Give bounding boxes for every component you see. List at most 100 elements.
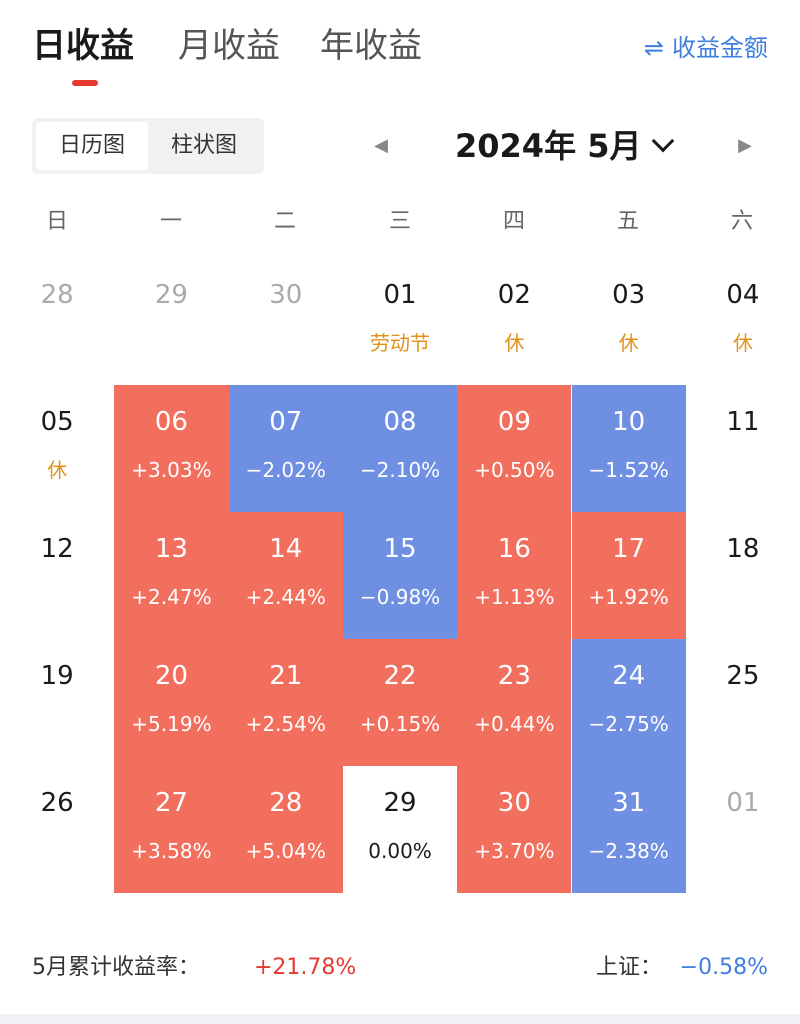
active-tab-indicator: [72, 80, 98, 86]
calendar-day-cell[interactable]: 10 −1.52%: [571, 385, 686, 512]
calendar-day-cell[interactable]: 09 +0.50%: [457, 385, 572, 512]
day-number: 21: [269, 661, 303, 691]
daily-return: −2.38%: [588, 839, 669, 863]
calendar-day-cell[interactable]: 06 +3.03%: [114, 385, 229, 512]
calendar-day-cell[interactable]: 04 休: [686, 258, 800, 385]
calendar-day-cell[interactable]: 25: [686, 639, 800, 766]
daily-return: +0.15%: [359, 712, 441, 736]
calendar-day-cell[interactable]: 05 休: [0, 385, 114, 512]
day-number: 05: [40, 407, 74, 437]
calendar-day-cell[interactable]: 08 −2.10%: [342, 385, 458, 512]
daily-return: −2.10%: [359, 458, 441, 482]
calendar-day-cell[interactable]: 24 −2.75%: [571, 639, 686, 766]
calendar-view-button[interactable]: 日历图: [36, 122, 148, 170]
amount-toggle-button[interactable]: ⇌ 收益金额: [644, 28, 768, 68]
calendar-day-cell[interactable]: 16 +1.13%: [457, 512, 572, 639]
calendar-day-cell[interactable]: 03 休: [572, 258, 686, 385]
next-month-icon[interactable]: ▶: [738, 135, 752, 156]
daily-return: +2.47%: [131, 585, 212, 609]
day-number: 30: [497, 788, 531, 818]
day-number: 03: [612, 280, 646, 310]
daily-return: +5.04%: [245, 839, 326, 863]
calendar-day-cell[interactable]: 27 +3.58%: [114, 766, 229, 893]
month-selector[interactable]: 2024年 5月: [455, 122, 675, 170]
calendar-day-cell[interactable]: 31 −2.38%: [571, 766, 686, 893]
day-number: 22: [383, 661, 417, 691]
tab-daily[interactable]: 日收益: [32, 26, 134, 66]
holiday-label: 休: [618, 331, 639, 355]
day-number: 14: [269, 534, 303, 564]
daily-return: −2.02%: [245, 458, 326, 482]
day-number: 15: [383, 534, 417, 564]
calendar-grid: 28 29 30 01 劳动节 02 休 03 休 04 休 05 休 06 +3.03% 07 −2.02% 0…: [0, 258, 800, 894]
day-number: 11: [726, 407, 760, 437]
calendar-day-cell[interactable]: 01 劳动节: [343, 258, 457, 385]
weekday-label: 六: [730, 209, 753, 234]
day-number: 01: [726, 788, 760, 818]
calendar-day-cell[interactable]: 22 +0.15%: [342, 639, 458, 766]
calendar-day-cell[interactable]: 28 +5.04%: [228, 766, 343, 893]
calendar-day-cell[interactable]: 28: [0, 258, 114, 385]
daily-return: +0.44%: [474, 712, 555, 736]
weekday-label: 四: [502, 209, 525, 234]
calendar-day-cell[interactable]: 07 −2.02%: [228, 385, 343, 512]
day-number: 23: [497, 661, 531, 691]
calendar-day-cell[interactable]: 17 +1.92%: [571, 512, 686, 639]
day-number: 13: [154, 534, 188, 564]
day-number: 02: [497, 280, 531, 310]
calendar-day-cell[interactable]: 23 +0.44%: [457, 639, 572, 766]
cumulative-return-label: 5月累计收益率：: [32, 955, 200, 980]
day-number: 24: [612, 661, 646, 691]
weekday-label: 二: [273, 209, 296, 234]
calendar-day-cell[interactable]: 11: [686, 385, 800, 512]
calendar-day-cell[interactable]: 19: [0, 639, 114, 766]
tab-monthly[interactable]: 月收益: [178, 26, 280, 66]
period-tabs: 日收益 月收益 年收益 ⇌ 收益金额: [0, 0, 800, 100]
day-number: 07: [269, 407, 303, 437]
day-number: 27: [154, 788, 188, 818]
calendar-day-cell[interactable]: 29 0.00%: [343, 766, 457, 893]
day-number: 20: [154, 661, 188, 691]
weekday-label: 一: [159, 209, 182, 234]
tab-yearly[interactable]: 年收益: [320, 26, 422, 66]
chevron-down-icon: [652, 129, 675, 153]
day-number: 30: [269, 280, 303, 310]
day-number: 19: [40, 661, 74, 691]
calendar-day-cell[interactable]: 30 +3.70%: [457, 766, 572, 893]
day-number: 29: [154, 280, 188, 310]
daily-return: +3.03%: [131, 458, 212, 482]
weekday-header: 日 一 二 三 四 五 六: [0, 202, 800, 242]
bar-view-button[interactable]: 柱状图: [170, 133, 237, 158]
holiday-label: 休: [47, 458, 68, 482]
calendar-day-cell[interactable]: 15 −0.98%: [342, 512, 458, 639]
calendar-day-cell[interactable]: 14 +2.44%: [228, 512, 343, 639]
day-number: 12: [40, 534, 74, 564]
daily-return: +2.44%: [245, 585, 326, 609]
day-number: 08: [383, 407, 417, 437]
month-label: 2024年 5月: [455, 127, 642, 165]
calendar-day-cell[interactable]: 26: [0, 766, 114, 893]
calendar-day-cell[interactable]: 29: [114, 258, 228, 385]
calendar-day-cell[interactable]: 12: [0, 512, 114, 639]
daily-return: +1.92%: [588, 585, 669, 609]
day-number: 16: [497, 534, 531, 564]
calendar-day-cell[interactable]: 21 +2.54%: [228, 639, 343, 766]
prev-month-icon[interactable]: ◀: [374, 135, 388, 156]
day-number: 06: [154, 407, 188, 437]
calendar-day-cell[interactable]: 20 +5.19%: [114, 639, 229, 766]
day-number: 26: [40, 788, 74, 818]
daily-return: +2.54%: [245, 712, 326, 736]
summary-footer: 5月累计收益率： +21.78% 上证： −0.58%: [0, 944, 800, 992]
daily-return: +5.19%: [131, 712, 212, 736]
weekday-label: 五: [616, 209, 639, 234]
daily-return: +3.58%: [131, 839, 212, 863]
holiday-label: 劳动节: [370, 331, 431, 355]
calendar-day-cell[interactable]: 18: [686, 512, 800, 639]
calendar-day-cell[interactable]: 02 休: [457, 258, 571, 385]
calendar-day-cell[interactable]: 13 +2.47%: [114, 512, 229, 639]
day-number: 29: [383, 788, 417, 818]
calendar-day-cell[interactable]: 01: [686, 766, 800, 893]
day-number: 28: [269, 788, 303, 818]
daily-return: −0.98%: [359, 585, 441, 609]
calendar-day-cell[interactable]: 30: [229, 258, 343, 385]
